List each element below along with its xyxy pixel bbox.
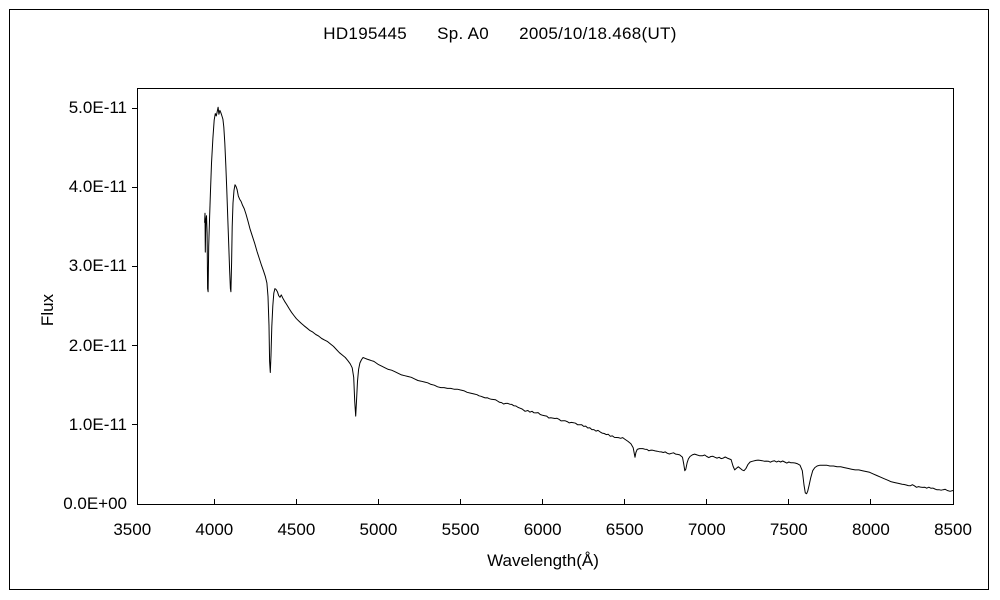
x-tick-label: 7000 (687, 520, 726, 539)
x-tick-label: 8500 (934, 520, 972, 539)
y-tick-mark (132, 424, 137, 426)
y-tick-label: 2.0E-11 (68, 335, 127, 355)
y-tick-mark (132, 107, 137, 109)
x-tick-label: 4000 (195, 520, 234, 539)
x-tick-label: 5500 (441, 520, 480, 539)
spectrum-curve (204, 106, 953, 495)
x-tick-label: 4500 (277, 520, 316, 539)
y-tick-mark (132, 345, 137, 347)
y-tick-label: 5.0E-11 (68, 98, 127, 117)
x-tick-mark (295, 499, 297, 504)
x-tick-mark (213, 499, 215, 504)
x-tick-label: 3500 (113, 520, 152, 539)
x-tick-mark (788, 499, 790, 504)
x-tick-label: 6000 (523, 520, 562, 539)
x-tick-label: 8000 (852, 520, 890, 539)
x-tick-mark (706, 499, 708, 504)
plot-area (137, 88, 954, 505)
y-tick-label: 3.0E-11 (68, 256, 127, 276)
x-axis-label: Wavelength(Å) (487, 551, 599, 570)
outer-frame (9, 9, 989, 590)
x-tick-mark (624, 499, 626, 504)
y-tick-label: 4.0E-11 (68, 177, 127, 197)
x-tick-mark (870, 499, 872, 504)
y-tick-mark (132, 265, 137, 267)
x-tick-mark (460, 499, 462, 504)
x-tick-label: 6500 (605, 520, 644, 539)
chart-title: HD195445 Sp. A0 2005/10/18.468(UT) (323, 24, 677, 43)
spectrum-plot (204, 106, 953, 495)
x-tick-label: 7500 (769, 520, 808, 539)
y-tick-label: 0.0E+00 (63, 494, 127, 513)
y-axis-label: Flux (38, 293, 57, 327)
x-tick-mark (542, 499, 544, 504)
y-tick-mark (132, 186, 137, 188)
y-tick-label: 1.0E-11 (68, 414, 127, 434)
x-tick-mark (377, 499, 379, 504)
x-tick-label: 5000 (359, 520, 398, 539)
